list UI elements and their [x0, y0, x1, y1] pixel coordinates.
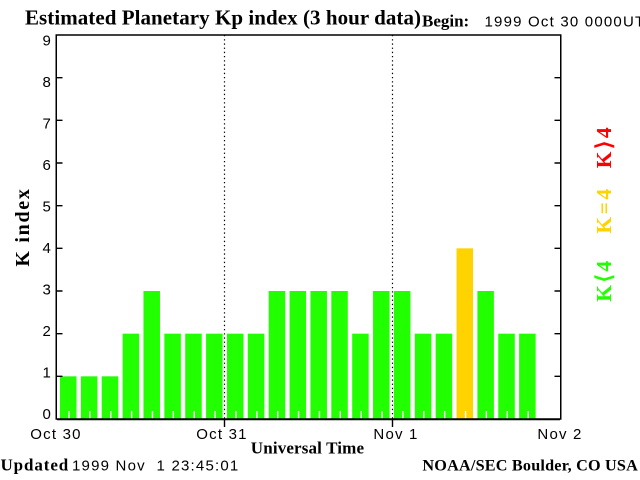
svg-text:K index: K index: [12, 187, 34, 266]
svg-text:1999 Oct 30 0000UT: 1999 Oct 30 0000UT: [485, 13, 640, 30]
svg-text:K=4: K=4: [592, 186, 616, 233]
svg-text:Estimated Planetary Kp index (: Estimated Planetary Kp index (3 hour dat…: [25, 6, 421, 30]
svg-text:8: 8: [42, 74, 52, 91]
svg-text:Oct 30: Oct 30: [30, 426, 81, 443]
svg-text:K⟩4: K⟩4: [592, 125, 616, 168]
svg-text:0: 0: [42, 406, 52, 423]
svg-text:K⟨4: K⟨4: [592, 258, 616, 301]
svg-text:4: 4: [42, 240, 52, 257]
svg-text:6: 6: [42, 157, 52, 174]
svg-text:Universal Time: Universal Time: [251, 439, 365, 458]
svg-text:NOAA/SEC Boulder, CO USA: NOAA/SEC Boulder, CO USA: [422, 457, 638, 475]
svg-text:Oct 31: Oct 31: [196, 426, 247, 443]
svg-text:7: 7: [42, 115, 52, 132]
svg-text:1: 1: [42, 364, 52, 381]
svg-text:9: 9: [42, 32, 52, 49]
svg-text:3: 3: [42, 281, 52, 298]
svg-text:Begin:: Begin:: [422, 12, 469, 31]
svg-text:5: 5: [42, 198, 52, 215]
svg-text:Nov 1: Nov 1: [373, 426, 418, 443]
svg-text:1999 Nov 1 23:45:01: 1999 Nov 1 23:45:01: [72, 458, 239, 475]
svg-text:Updated: Updated: [1, 456, 70, 475]
svg-text:2: 2: [42, 323, 52, 340]
svg-text:Nov 2: Nov 2: [537, 426, 582, 443]
